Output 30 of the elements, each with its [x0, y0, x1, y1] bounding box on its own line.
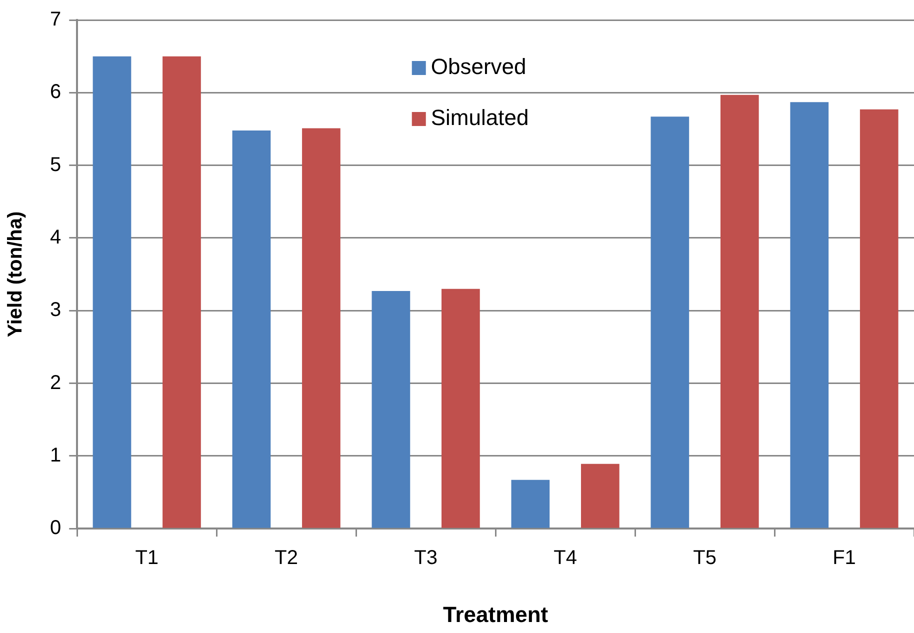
bar: [442, 288, 480, 528]
y-tick-label: 0: [50, 517, 62, 540]
bar: [511, 480, 550, 528]
bar: [162, 56, 201, 528]
y-tick-label: 2: [50, 372, 62, 394]
bar: [92, 56, 132, 528]
bar: [232, 130, 271, 528]
legend-label: Observed: [430, 54, 526, 80]
legend-label: Simulated: [430, 105, 529, 130]
y-tick-label: 5: [50, 154, 62, 176]
y-axis-title: Yield (ton/ha): [4, 211, 27, 338]
x-tick-label: T3: [414, 547, 438, 570]
x-tick-label: T1: [135, 547, 159, 570]
bar: [580, 464, 620, 528]
bar: [860, 109, 898, 528]
bar: [720, 94, 759, 528]
y-tick-label: 4: [50, 226, 62, 248]
bar: [650, 116, 690, 528]
bar: [790, 102, 829, 528]
x-tick-label: T4: [554, 547, 577, 570]
y-tick-label: 1: [50, 444, 62, 466]
y-tick-label: 6: [50, 81, 62, 104]
x-tick-label: F1: [832, 547, 856, 570]
bar: [372, 291, 410, 528]
y-tick-label: 7: [50, 8, 62, 31]
bar: [302, 128, 340, 528]
x-axis-title: Treatment: [442, 602, 549, 627]
x-tick-label: T2: [274, 547, 298, 570]
y-tick-label: 3: [50, 299, 62, 322]
x-tick-label: T5: [693, 547, 716, 570]
